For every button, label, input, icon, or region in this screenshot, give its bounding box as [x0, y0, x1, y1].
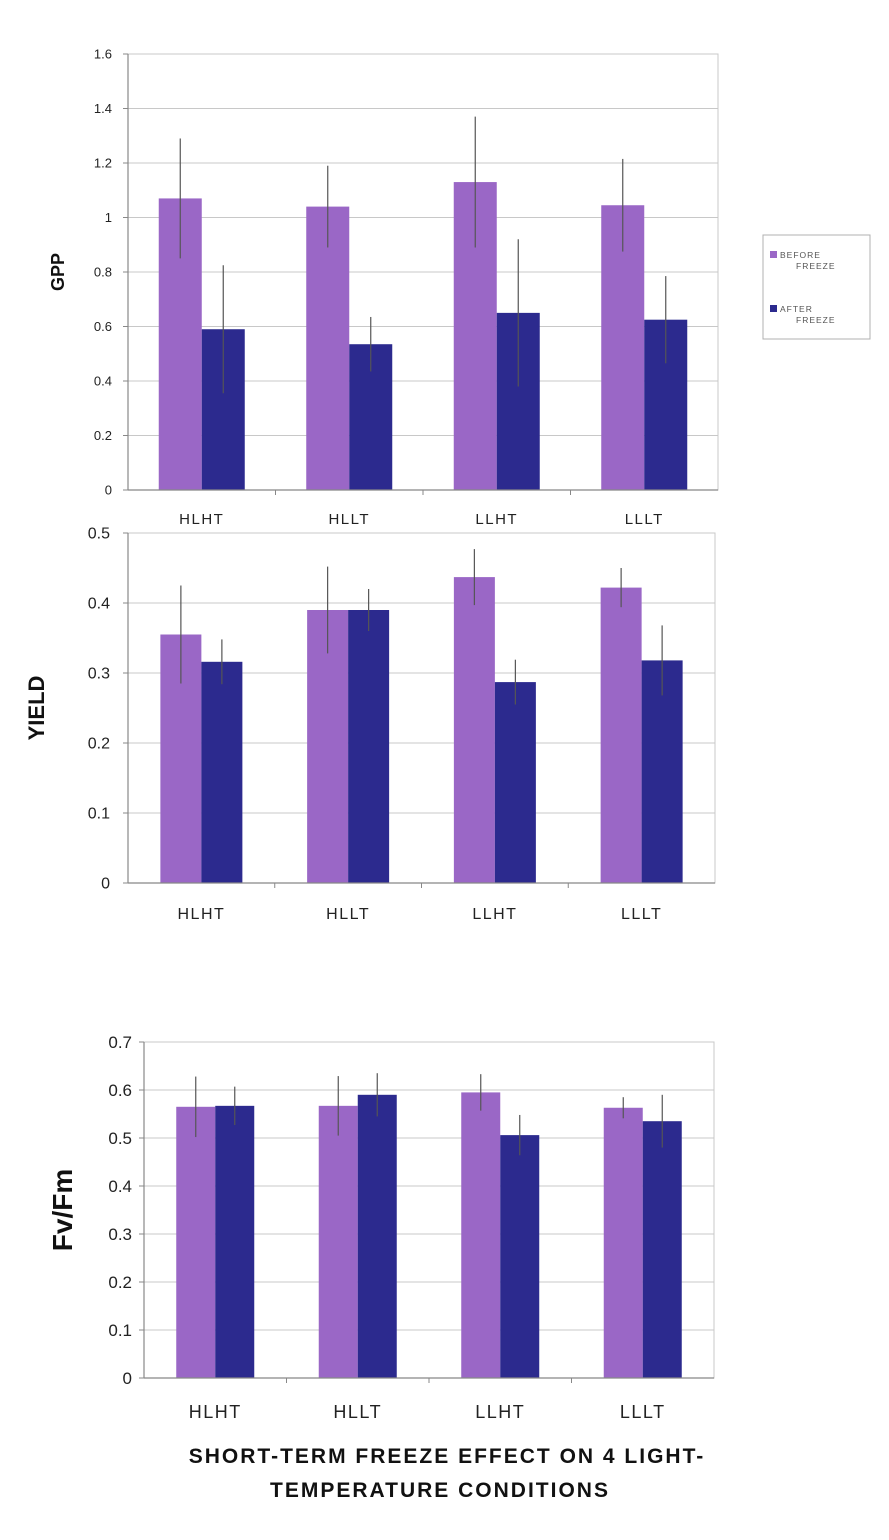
yield-bar-before-llht [453, 577, 495, 883]
yield-y-tick-label: 0.2 [88, 736, 110, 753]
legend-swatch-before [770, 251, 777, 258]
yield-error-bars [180, 549, 663, 705]
legend-after-line2: FREEZE [796, 315, 836, 325]
fvfm-y-tick-label: 0.2 [108, 1273, 132, 1292]
yield-bar-after-lllt [641, 660, 683, 883]
fvfm-bar-before-llht [461, 1092, 501, 1378]
legend: BEFORE FREEZE AFTER FREEZE [762, 234, 871, 340]
yield-bars [160, 577, 683, 883]
fvfm-y-tick-label: 0.7 [108, 1033, 132, 1052]
fvfm-category-label-llht: LLHT [475, 1402, 525, 1422]
yield-category-label-lllt: LLLT [621, 906, 662, 923]
yield-y-tick-label: 0.4 [88, 596, 110, 613]
figure-caption-line1: SHORT-TERM FREEZE EFFECT ON 4 LIGHT- [189, 1445, 706, 1468]
fvfm-y-ticks: 0 0.1 0.2 0.3 0.4 0.5 0.6 0.7 [108, 1033, 144, 1388]
gpp-category-label-lllt: LLLT [625, 511, 664, 528]
yield-y-axis-label: YIELD [24, 676, 49, 741]
gpp-chart: 0 0.2 0.4 0.6 0.8 1 1.2 1.4 1.6 HLHT HLLT LLHT LLLT… [48, 47, 719, 528]
gpp-y-ticks: 0 0.2 0.4 0.6 0.8 1 1.2 1.4 1.6 [94, 47, 128, 498]
fvfm-y-tick-label: 0.3 [108, 1225, 132, 1244]
gpp-y-tick-label: 0.2 [94, 428, 112, 443]
gpp-bars [158, 182, 688, 491]
gpp-y-tick-label: 1 [105, 210, 112, 225]
fvfm-y-tick-label: 0 [123, 1369, 132, 1388]
fvfm-category-label-hlht: HLHT [189, 1402, 242, 1422]
gpp-y-tick-label: 0.6 [94, 319, 112, 334]
fvfm-bar-after-lllt [642, 1121, 682, 1378]
yield-bar-after-llht [494, 682, 536, 883]
yield-bar-after-hlht [201, 661, 243, 883]
legend-box [762, 234, 871, 340]
legend-before-line2: FREEZE [796, 261, 836, 271]
fvfm-bar-before-hllt [318, 1105, 358, 1378]
fvfm-bar-before-lllt [603, 1107, 643, 1378]
gpp-category-label-hllt: HLLT [328, 511, 370, 528]
fvfm-bar-after-hllt [357, 1094, 397, 1378]
fvfm-y-tick-label: 0.1 [108, 1321, 132, 1340]
gpp-axes [127, 54, 718, 495]
gpp-y-tick-label: 1.2 [94, 156, 112, 171]
gpp-category-labels: HLHT HLLT LLHT LLLT [179, 511, 664, 528]
legend-before-line1: BEFORE [780, 250, 821, 260]
fvfm-bar-after-llht [500, 1135, 540, 1378]
fvfm-y-tick-label: 0.5 [108, 1129, 132, 1148]
yield-y-tick-label: 0.5 [88, 526, 110, 543]
gpp-error-bars [179, 116, 667, 394]
fvfm-bars [176, 1092, 682, 1378]
gpp-y-tick-label: 0.8 [94, 265, 112, 280]
fvfm-bar-before-hlht [176, 1106, 216, 1378]
gpp-y-tick-label: 0.4 [94, 374, 112, 389]
yield-y-tick-label: 0.3 [88, 666, 110, 683]
fvfm-y-tick-label: 0.6 [108, 1081, 132, 1100]
yield-axes [127, 533, 715, 888]
yield-y-tick-label: 0 [101, 876, 110, 893]
fvfm-bar-after-hlht [215, 1105, 255, 1378]
yield-category-label-llht: LLHT [472, 906, 517, 923]
gpp-category-label-hlht: HLHT [179, 511, 224, 528]
yield-bar-after-hllt [348, 610, 390, 883]
fvfm-error-bars [195, 1073, 663, 1156]
fvfm-y-axis-label: Fv/Fm [47, 1169, 78, 1251]
fvfm-y-tick-label: 0.4 [108, 1177, 132, 1196]
fvfm-axes [143, 1042, 714, 1383]
gpp-bar-before-hllt [306, 206, 350, 490]
gpp-y-tick-label: 1.4 [94, 101, 112, 116]
gpp-y-tick-label: 0 [105, 483, 112, 498]
yield-category-label-hlht: HLHT [177, 906, 225, 923]
yield-category-label-hllt: HLLT [326, 906, 370, 923]
fvfm-category-labels: HLHT HLLT LLHT LLLT [189, 1402, 666, 1422]
yield-y-ticks: 0 0.1 0.2 0.3 0.4 0.5 [88, 526, 128, 893]
yield-y-tick-label: 0.1 [88, 806, 110, 823]
fvfm-category-label-hllt: HLLT [333, 1402, 382, 1422]
gpp-y-axis-label: GPP [48, 253, 68, 291]
yield-category-labels: HLHT HLLT LLHT LLLT [177, 906, 662, 923]
yield-chart: 0 0.1 0.2 0.3 0.4 0.5 HLHT HLLT LLHT LLLT YIELD [24, 526, 716, 923]
gpp-bar-before-lllt [601, 205, 645, 491]
yield-bar-before-lllt [600, 587, 642, 883]
figure-caption-line2: TEMPERATURE CONDITIONS [270, 1479, 610, 1502]
gpp-category-label-llht: LLHT [475, 511, 518, 528]
fvfm-category-label-lllt: LLLT [620, 1402, 666, 1422]
fvfm-chart: 00.10.20.30.40.50.60.7 HLHT HLLT LLHT LLLT … [47, 1033, 715, 1422]
yield-bar-before-hllt [307, 610, 349, 883]
gpp-y-tick-label: 1.6 [94, 47, 112, 62]
legend-swatch-after [770, 305, 777, 312]
legend-after-line1: AFTER [780, 304, 813, 314]
